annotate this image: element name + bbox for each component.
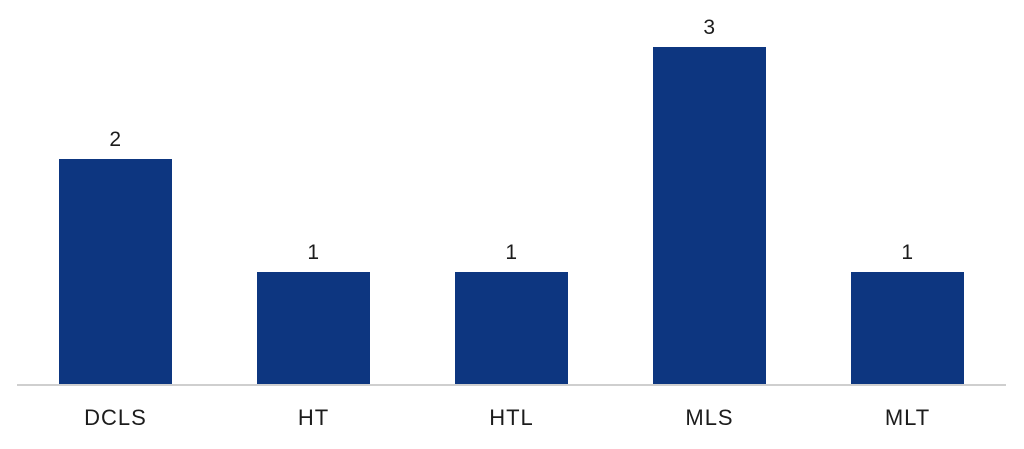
bar-column: 1: [455, 241, 568, 384]
bar-value-label: 1: [307, 241, 320, 264]
x-axis-label: MLT: [884, 405, 931, 430]
bar: [59, 159, 172, 384]
bar: [653, 47, 766, 384]
bar-column: 2: [59, 128, 172, 384]
x-axis-label: DCLS: [84, 405, 147, 430]
bar-value-label: 3: [703, 16, 716, 39]
bar-value-label: 1: [505, 241, 518, 264]
x-axis-label: MLS: [685, 405, 734, 430]
x-axis-labels: DCLS HT HTL MLS MLT: [17, 404, 1006, 432]
bar: [851, 272, 964, 384]
bar: [455, 272, 568, 384]
bar-column: 3: [653, 16, 766, 384]
bar-column: 1: [851, 241, 964, 384]
x-axis-label: HTL: [489, 405, 534, 430]
chart-plot: 2 1 1 3 1 DCLS HT HTL MLS MLT: [17, 0, 1006, 449]
x-axis-label: HT: [297, 405, 330, 430]
plot-area: 2 1 1 3 1: [17, 0, 1006, 384]
bar-value-label: 1: [901, 241, 914, 264]
bar-column: 1: [257, 241, 370, 384]
bar-value-label: 2: [109, 128, 122, 151]
x-axis-line: [17, 384, 1006, 386]
bar: [257, 272, 370, 384]
